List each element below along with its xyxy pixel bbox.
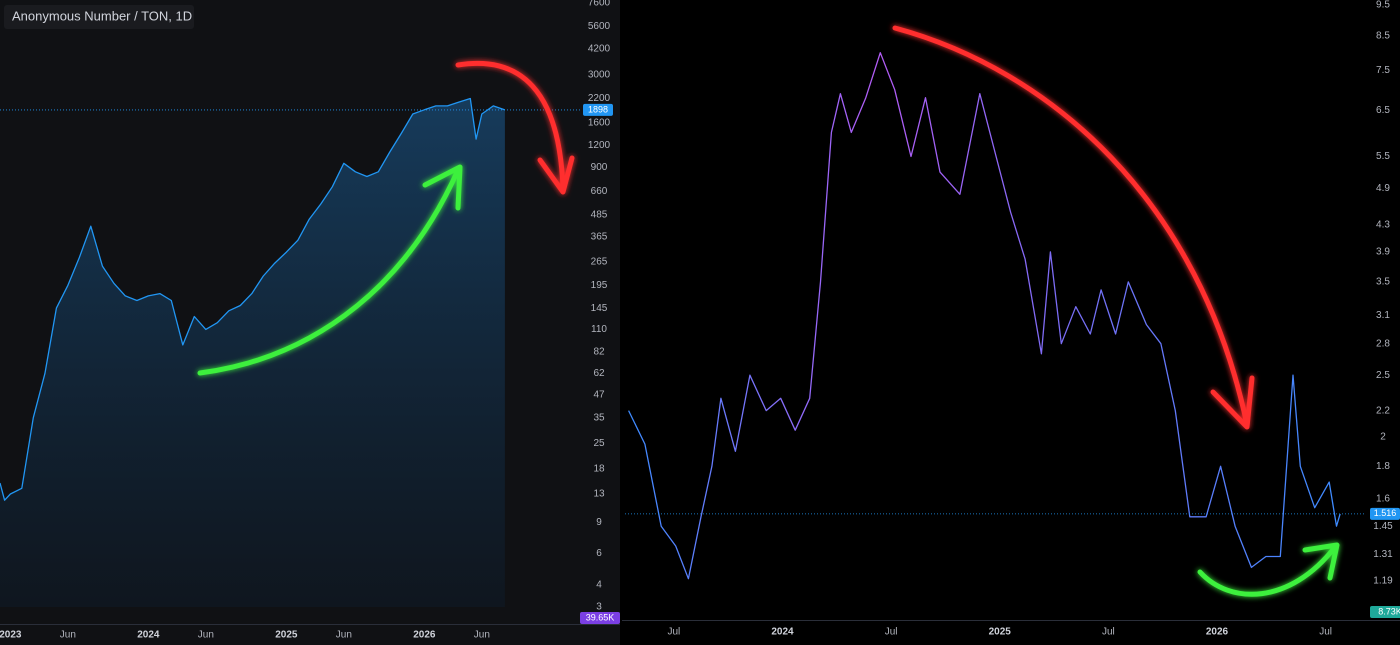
x-tick-label: 2026 (1206, 627, 1229, 638)
last-price-label: 1.516 (1374, 508, 1397, 518)
y-tick-label: 3.1 (1376, 310, 1390, 321)
y-tick-label: 1200 (588, 140, 611, 151)
arrow (197, 164, 463, 376)
y-tick-label: 9 (596, 517, 602, 528)
x-tick-label: Jul (667, 627, 680, 638)
y-tick-label: 6.5 (1376, 105, 1390, 116)
y-tick-label: 1.8 (1376, 461, 1390, 472)
y-tick-label: 62 (593, 368, 605, 379)
arrow (892, 25, 1255, 430)
x-tick-label: 2024 (771, 627, 794, 638)
last-price-tag (583, 103, 613, 116)
y-tick-label: 25 (593, 438, 605, 449)
y-tick-label: 485 (591, 210, 608, 221)
y-tick-label: 82 (593, 347, 605, 358)
y-tick-label: 1600 (588, 118, 611, 129)
arrow (455, 60, 575, 195)
y-tick-label: 18 (593, 464, 605, 475)
annotations (197, 25, 1340, 597)
y-tick-label: 1.45 (1373, 521, 1393, 532)
y-tick-label: 3.9 (1376, 247, 1390, 258)
x-tick-label: Jun (60, 630, 76, 641)
y-tick-label: 1.31 (1373, 549, 1393, 560)
y-tick-label: 900 (591, 162, 608, 173)
x-tick-label: Jul (1319, 627, 1332, 638)
y-tick-label: 265 (591, 256, 608, 267)
y-tick-label: 2 (1380, 432, 1386, 443)
chart-title: Anonymous Number / TON, 1D (12, 8, 192, 23)
x-tick-label: 2026 (413, 630, 436, 641)
area (0, 98, 505, 607)
y-tick-label: 195 (591, 280, 608, 291)
y-tick-label: 110 (591, 324, 607, 335)
arrow (1197, 542, 1340, 597)
y-tick-label: 2.8 (1376, 338, 1390, 349)
x-tick-label: Jun (336, 630, 352, 641)
y-tick-label: 2200 (588, 93, 611, 104)
price-line (628, 52, 1341, 580)
last-price-label: 1898 (588, 104, 608, 114)
x-tick-label: 2024 (137, 630, 160, 641)
y-tick-label: 7600 (588, 0, 611, 9)
y-tick-label: 2.2 (1376, 405, 1390, 416)
y-tick-label: 4 (596, 579, 602, 590)
y-tick-label: 1.19 (1373, 576, 1393, 587)
y-tick-label: 9.5 (1376, 0, 1390, 11)
y-tick-label: 4200 (588, 43, 611, 54)
y-tick-label: 13 (593, 489, 605, 500)
axis-line (0, 624, 620, 625)
volume-label: 39.65K (586, 612, 615, 622)
x-tick-label: Jul (885, 627, 898, 638)
x-tick-label: Jun (474, 630, 490, 641)
y-tick-label: 3 (596, 602, 602, 613)
y-tick-label: 5600 (588, 21, 611, 32)
price-line (0, 97, 506, 501)
x-tick-label: 2025 (989, 627, 1012, 638)
title-box (4, 5, 194, 29)
y-tick-label: 8.5 (1376, 30, 1390, 41)
y-tick-label: 1.6 (1376, 494, 1390, 505)
y-tick-label: 5.5 (1376, 151, 1390, 162)
x-tick-label: 2023 (0, 630, 22, 641)
volume-tag (580, 612, 620, 624)
y-tick-label: 7.5 (1376, 65, 1390, 76)
y-tick-label: 4.3 (1376, 219, 1390, 230)
y-tick-label: 365 (591, 232, 608, 243)
y-tick-label: 3000 (588, 69, 611, 80)
right-panel (622, 0, 1400, 645)
y-tick-label: 2.5 (1376, 370, 1390, 381)
x-tick-label: Jul (1102, 627, 1115, 638)
y-tick-label: 145 (591, 303, 608, 314)
y-tick-label: 3.5 (1376, 277, 1390, 288)
x-tick-label: 2025 (275, 630, 298, 641)
y-tick-label: 47 (593, 390, 605, 401)
volume-label: 8.73K (1378, 606, 1400, 616)
y-tick-label: 660 (591, 186, 608, 197)
y-tick-label: 6 (596, 548, 602, 559)
axis-line (622, 620, 1400, 621)
x-tick-label: Jun (198, 630, 214, 641)
y-tick-label: 35 (593, 412, 605, 423)
volume-tag (1370, 606, 1400, 618)
y-tick-label: 4.9 (1376, 183, 1390, 194)
last-price-tag (1370, 507, 1400, 520)
